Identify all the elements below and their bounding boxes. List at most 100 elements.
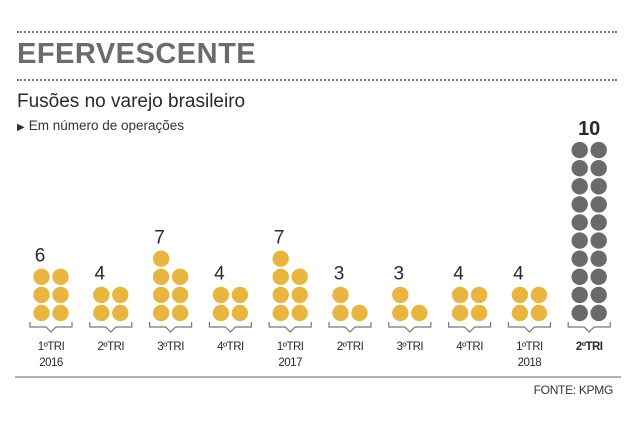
value-label: 4 bbox=[513, 264, 524, 285]
value-dot bbox=[470, 286, 488, 304]
value-dot bbox=[33, 286, 50, 304]
bracket bbox=[448, 322, 492, 333]
value-dot bbox=[212, 304, 230, 322]
top-divider bbox=[17, 31, 617, 33]
value-label: 10 bbox=[578, 118, 600, 140]
quarter-label: 2ºTRI bbox=[337, 341, 364, 353]
value-dot bbox=[231, 304, 249, 322]
quarter-label: 2ºTRI bbox=[576, 341, 603, 353]
value-label: 3 bbox=[334, 264, 345, 285]
value-dot bbox=[33, 268, 50, 285]
triangle-right-icon: ▶ bbox=[17, 122, 25, 133]
value-dot bbox=[52, 268, 69, 285]
value-dot bbox=[272, 286, 289, 304]
value-dot bbox=[571, 304, 588, 322]
year-label: 2018 bbox=[518, 357, 542, 369]
value-dot bbox=[52, 304, 69, 322]
value-dot bbox=[272, 304, 289, 322]
value-dot bbox=[52, 286, 69, 304]
value-dot bbox=[272, 268, 289, 285]
value-dot bbox=[152, 268, 170, 285]
value-dot bbox=[112, 304, 129, 322]
value-dot bbox=[332, 304, 349, 322]
quarter-label: 4ºTRI bbox=[217, 341, 244, 353]
bracket bbox=[208, 322, 252, 333]
value-dot bbox=[33, 304, 50, 322]
value-dot bbox=[590, 214, 607, 231]
value-dot bbox=[470, 304, 488, 322]
quarter-label: 4ºTRI bbox=[456, 341, 483, 353]
kicker-divider bbox=[17, 79, 617, 81]
value-dot bbox=[590, 286, 607, 304]
quarter-label: 3ºTRI bbox=[157, 341, 184, 353]
value-dot bbox=[351, 304, 368, 322]
source-note: FONTE: KPMG bbox=[533, 383, 614, 397]
value-dot bbox=[590, 268, 607, 285]
value-dot bbox=[152, 286, 170, 304]
bracket bbox=[149, 322, 193, 333]
bracket bbox=[268, 322, 312, 333]
kicker-heading: EFERVESCENTE bbox=[17, 38, 257, 70]
value-dot bbox=[451, 286, 469, 304]
value-dot bbox=[272, 250, 289, 267]
value-dot bbox=[212, 286, 230, 304]
value-dot bbox=[291, 268, 308, 285]
value-dot bbox=[152, 304, 170, 322]
value-dot bbox=[571, 214, 588, 231]
quarter-label: 2ºTRI bbox=[97, 341, 124, 353]
value-dot bbox=[231, 286, 249, 304]
value-label: 7 bbox=[154, 228, 165, 249]
value-dot bbox=[571, 286, 588, 304]
value-dot bbox=[291, 304, 308, 322]
value-dot bbox=[571, 268, 588, 285]
chart-subtitle: ▶ Em número de operações bbox=[17, 118, 184, 133]
bracket bbox=[388, 322, 432, 333]
value-label: 4 bbox=[95, 264, 106, 285]
quarter-label: 3ºTRI bbox=[396, 341, 423, 353]
value-dot bbox=[571, 232, 588, 249]
value-dot bbox=[411, 304, 428, 322]
value-dot bbox=[571, 196, 588, 213]
quarter-label: 1ºTRI bbox=[277, 341, 304, 353]
bracket bbox=[328, 322, 372, 333]
value-dot bbox=[530, 304, 548, 322]
year-label: 2017 bbox=[278, 357, 302, 369]
value-dot bbox=[590, 141, 607, 159]
value-label: 4 bbox=[214, 264, 225, 285]
value-dot bbox=[511, 304, 529, 322]
value-dot bbox=[590, 178, 607, 195]
value-label: 7 bbox=[274, 228, 285, 249]
subtitle-text: Em número de operações bbox=[28, 118, 185, 133]
chart-title: Fusões no varejo brasileiro bbox=[17, 91, 246, 112]
value-dot bbox=[571, 178, 588, 195]
value-dot bbox=[392, 286, 409, 304]
value-dot bbox=[571, 250, 588, 267]
value-dot bbox=[590, 196, 607, 213]
value-dot bbox=[332, 286, 349, 304]
value-dot bbox=[392, 304, 409, 322]
value-dot bbox=[530, 286, 548, 304]
year-label: 2016 bbox=[39, 357, 63, 369]
value-label: 4 bbox=[453, 264, 464, 285]
value-dot bbox=[171, 268, 189, 285]
value-label: 3 bbox=[394, 264, 405, 285]
bracket bbox=[89, 322, 133, 333]
bracket bbox=[29, 322, 73, 333]
quarter-label: 1ºTRI bbox=[516, 341, 543, 353]
value-dot bbox=[171, 304, 189, 322]
quarter-label: 1ºTRI bbox=[38, 341, 65, 353]
value-dot bbox=[112, 286, 129, 304]
value-label: 6 bbox=[35, 246, 46, 267]
value-dot bbox=[171, 286, 189, 304]
value-dot bbox=[571, 141, 588, 159]
value-dot bbox=[451, 304, 469, 322]
value-dot bbox=[152, 250, 170, 267]
value-dot bbox=[93, 304, 110, 322]
value-dot bbox=[590, 304, 607, 322]
bracket bbox=[507, 322, 551, 333]
value-dot bbox=[590, 160, 607, 177]
bracket bbox=[567, 322, 611, 333]
value-dot bbox=[571, 160, 588, 177]
